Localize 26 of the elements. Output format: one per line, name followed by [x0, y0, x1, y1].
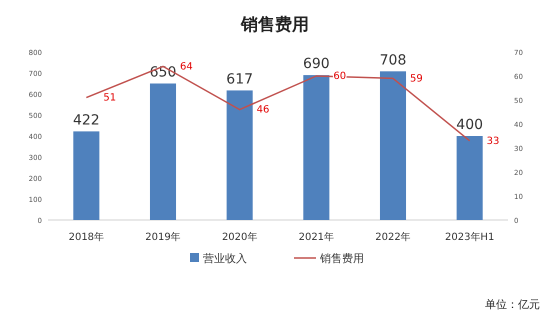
x-tick-label: 2021年	[298, 231, 334, 243]
data-label: 64	[180, 61, 193, 72]
data-label: 422	[72, 112, 100, 128]
bar	[73, 131, 100, 220]
bar	[456, 136, 483, 220]
x-tick-label: 2020年	[222, 231, 258, 243]
data-label: 400	[456, 117, 484, 133]
data-label: 690	[302, 56, 330, 72]
data-label: 51	[103, 92, 116, 104]
data-label: 46	[256, 104, 270, 116]
text: 单位：亿元	[485, 298, 540, 311]
bar	[303, 75, 330, 220]
bar	[226, 90, 253, 220]
bar	[380, 71, 406, 220]
data-label: 708	[380, 52, 406, 68]
x-tick-label: 2022年	[375, 231, 411, 243]
data-label: 617	[226, 71, 254, 88]
legend-label: 营业收入	[203, 252, 247, 265]
x-tick-label: 2019年	[145, 231, 181, 243]
data-label: 59	[410, 73, 423, 84]
x-tick-label: 2018年	[68, 231, 104, 243]
data-label: 33	[486, 136, 500, 147]
chart-title: 销售费用	[240, 15, 309, 35]
x-tick-label: 2023年H1	[444, 231, 494, 243]
legend-label: 销售费用	[319, 252, 364, 265]
bar	[150, 84, 176, 220]
